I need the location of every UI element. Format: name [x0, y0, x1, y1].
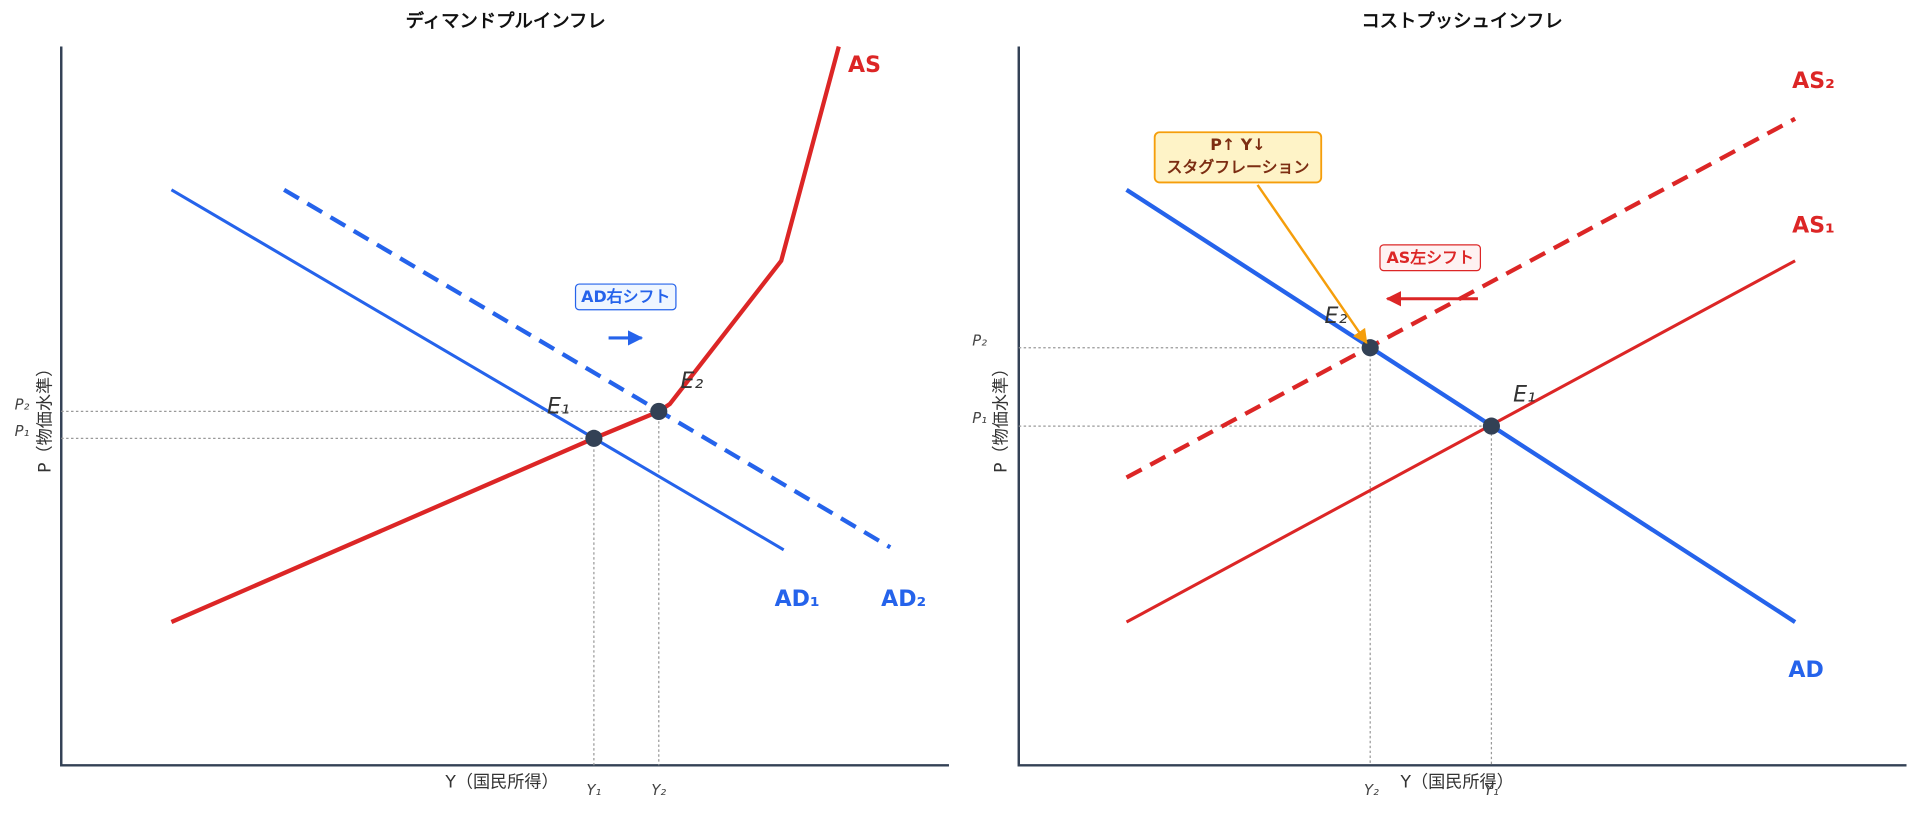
- price-label: P₁: [972, 410, 987, 427]
- ad2-curve: [283, 187, 892, 550]
- curve-label: AS: [848, 53, 881, 78]
- point-label: E₁: [1513, 383, 1536, 408]
- equilibrium-point: [1482, 417, 1500, 435]
- annotation-box: [574, 283, 677, 311]
- x-axis-label: Y（国民所得）: [444, 772, 558, 792]
- x-axis-label: Y（国民所得）: [1400, 772, 1514, 792]
- panel-title: ディマンドプルインフレ: [406, 10, 606, 32]
- callout-arrow: [1256, 184, 1368, 345]
- panel-title: コストプッシュインフレ: [1361, 10, 1562, 32]
- axes: [1017, 46, 1907, 767]
- income-label: Y₁: [1484, 782, 1499, 799]
- ad1-curve: [170, 188, 785, 552]
- curve-label: AD₂: [881, 587, 926, 612]
- annotation: AD右シフト: [581, 287, 670, 306]
- callout-text: P↑ Y↓: [1210, 135, 1265, 154]
- equilibrium-point: [585, 429, 603, 447]
- ad-curve: [1125, 187, 1797, 624]
- point-label: E₂: [680, 369, 703, 394]
- as-curve: [170, 45, 841, 624]
- y-axis-label: P（物価水準）: [992, 360, 1012, 473]
- price-label: P₂: [15, 396, 30, 413]
- panel-cost-push: コストプッシュインフレ Y（国民所得） P（物価水準） E₁ E₂ P₁ P₂ …: [972, 10, 1907, 799]
- price-label: P₂: [972, 333, 987, 350]
- axes: [60, 46, 949, 767]
- point-label: E₁: [547, 395, 570, 420]
- curve-label: AS₂: [1792, 69, 1835, 94]
- panel-demand-pull: ディマンドプルインフレ Y（国民所得） P（物価水準） E₁ E₂ P₁ P₂ …: [15, 10, 949, 799]
- curve-label: AS₁: [1792, 214, 1835, 239]
- y-axis-label: P（物価水準）: [35, 360, 55, 473]
- callout-text: スタグフレーション: [1167, 157, 1310, 176]
- equilibrium-point: [650, 402, 668, 420]
- annotation: AS左シフト: [1386, 248, 1473, 267]
- guide-lines: [61, 410, 660, 766]
- price-label: P₁: [15, 423, 30, 440]
- income-label: Y₂: [651, 782, 666, 799]
- income-label: Y₁: [586, 782, 601, 799]
- curve-label: AD: [1788, 658, 1823, 683]
- curve-label: AD₁: [775, 587, 820, 612]
- equilibrium-point: [1361, 339, 1379, 357]
- income-label: Y₂: [1364, 782, 1379, 799]
- as1-curve: [1125, 259, 1796, 624]
- point-label: E₂: [1325, 304, 1348, 329]
- annotation-box: [1379, 244, 1482, 272]
- callout-box: [1153, 131, 1323, 184]
